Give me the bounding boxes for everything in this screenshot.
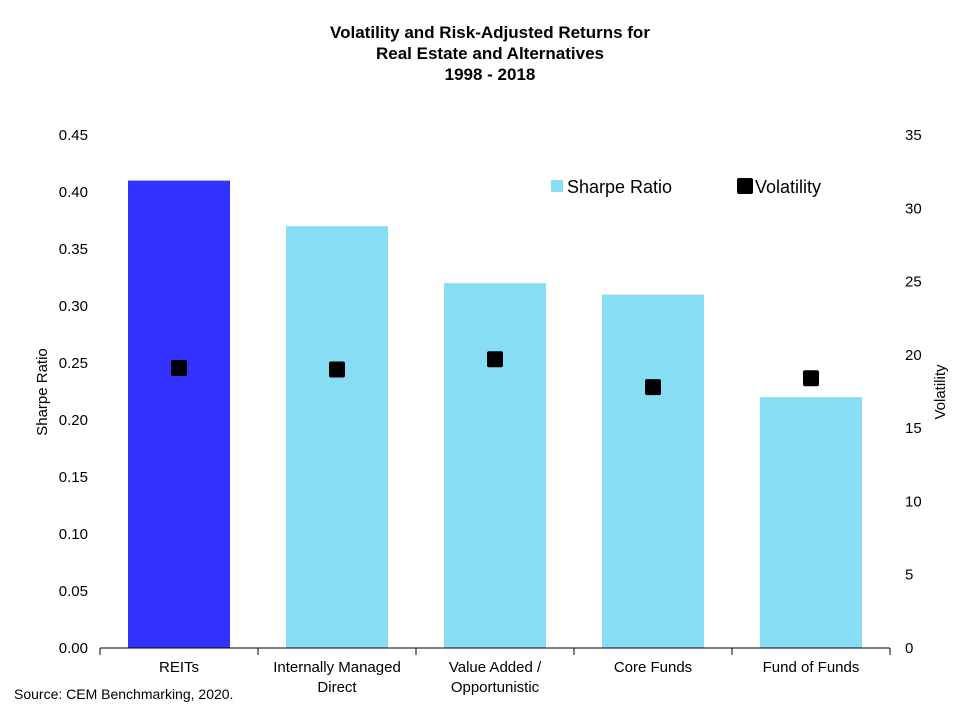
category-label: Opportunistic: [451, 679, 540, 696]
chart-title-line: 1998 - 2018: [445, 65, 536, 84]
chart-title-line: Volatility and Risk-Adjusted Returns for: [330, 23, 650, 42]
point-volatility: [803, 370, 819, 387]
y2-tick-label: 15: [905, 420, 922, 437]
legend-label-volatility: Volatility: [755, 177, 821, 197]
category-label: Direct: [317, 679, 357, 696]
category-label: REITs: [159, 659, 199, 676]
y2-tick-label: 30: [905, 200, 922, 217]
bar-sharpe-ratio: [286, 226, 388, 648]
y2-axis-title: Volatility: [932, 364, 949, 420]
y-tick-label: 0.40: [59, 184, 88, 201]
bar-sharpe-ratio: [444, 283, 546, 648]
y-tick-label: 0.10: [59, 526, 88, 543]
source-note: Source: CEM Benchmarking, 2020.: [14, 686, 234, 702]
y-axis-title: Sharpe Ratio: [34, 348, 51, 436]
y-tick-label: 0.00: [59, 640, 88, 657]
chart-title-line: Real Estate and Alternatives: [376, 44, 604, 63]
y2-tick-label: 20: [905, 347, 922, 364]
y-tick-label: 0.25: [59, 355, 88, 372]
y2-tick-label: 0: [905, 640, 913, 657]
y-tick-label: 0.30: [59, 298, 88, 315]
point-volatility: [329, 361, 345, 378]
category-label: Fund of Funds: [763, 659, 860, 676]
y-tick-label: 0.15: [59, 469, 88, 486]
y-tick-label: 0.05: [59, 583, 88, 600]
category-label: Core Funds: [614, 659, 692, 676]
y-tick-label: 0.45: [59, 127, 88, 144]
y-tick-label: 0.20: [59, 412, 88, 429]
y2-tick-label: 10: [905, 493, 922, 510]
y2-tick-label: 5: [905, 567, 913, 584]
category-label: Value Added /: [449, 659, 542, 676]
y-tick-label: 0.35: [59, 241, 88, 258]
bar-sharpe-ratio: [602, 294, 704, 648]
bar-sharpe-ratio: [760, 397, 862, 648]
point-volatility: [487, 351, 503, 368]
legend-label-sharpe-ratio: Sharpe Ratio: [567, 177, 672, 197]
point-volatility: [171, 360, 187, 377]
y2-tick-label: 35: [905, 127, 922, 144]
y2-tick-label: 25: [905, 274, 922, 291]
legend-swatch-sharpe-ratio: [551, 180, 563, 192]
legend-swatch-volatility: [737, 178, 753, 194]
category-label: Internally Managed: [273, 659, 401, 676]
point-volatility: [645, 379, 661, 396]
bar-sharpe-ratio: [128, 180, 230, 648]
